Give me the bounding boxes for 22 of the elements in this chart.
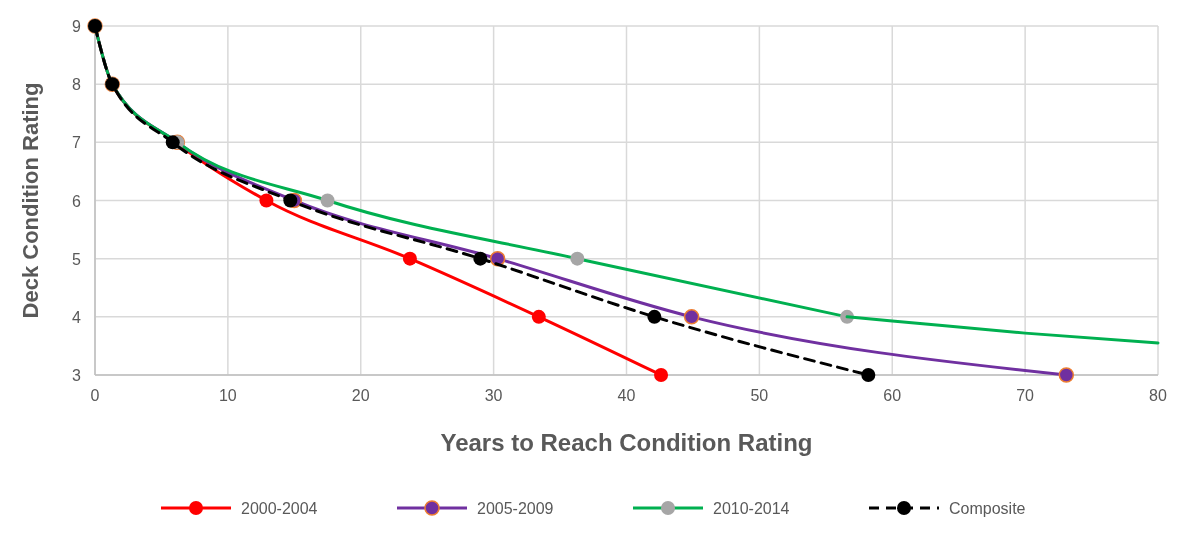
y-tick-label: 9	[72, 18, 82, 35]
x-tick-label: 60	[883, 387, 902, 404]
x-tick-label: 10	[218, 387, 237, 404]
x-tick-label: 80	[1149, 387, 1167, 404]
y-tick-label: 4	[72, 308, 82, 326]
x-tick-label: 20	[351, 387, 370, 404]
x-tick-label: 0	[90, 387, 100, 404]
legend-label: 2000-2004	[241, 500, 318, 517]
x-tick-label: 40	[617, 387, 636, 404]
x-tick-label: 30	[484, 387, 503, 404]
x-tick-label: 70	[1016, 387, 1035, 404]
y-tick-label: 5	[72, 250, 82, 268]
y-tick-label: 3	[72, 367, 82, 384]
x-axis-title: Years to Reach Condition Rating	[440, 429, 813, 456]
legend-label: 2010-2014	[713, 500, 790, 517]
legend-label: 2005-2009	[477, 500, 554, 517]
legend-label: Composite	[949, 500, 1026, 517]
y-tick-label: 8	[72, 76, 82, 94]
x-tick-label: 50	[750, 387, 769, 404]
y-tick-label: 7	[72, 134, 82, 152]
y-axis-title: Deck Condition Rating	[18, 82, 43, 319]
y-tick-label: 6	[72, 192, 82, 210]
